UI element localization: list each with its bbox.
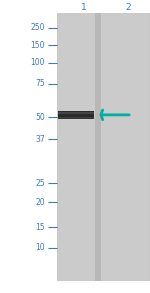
Text: 75: 75: [35, 79, 45, 88]
Bar: [58, 111, 94, 118]
Text: 20: 20: [35, 198, 45, 207]
Text: 15: 15: [35, 223, 45, 231]
Bar: [94, 13, 100, 281]
Text: 50: 50: [35, 113, 45, 122]
Text: 100: 100: [30, 59, 45, 67]
Bar: [100, 13, 149, 281]
Text: 25: 25: [35, 179, 45, 188]
Text: 250: 250: [30, 23, 45, 32]
Text: 2: 2: [125, 3, 131, 12]
Text: 37: 37: [35, 135, 45, 144]
Bar: [58, 112, 94, 114]
Text: 1: 1: [81, 3, 87, 12]
Bar: [57, 13, 150, 281]
Text: 150: 150: [30, 41, 45, 50]
Bar: [58, 13, 94, 281]
Bar: [58, 117, 94, 118]
Text: 10: 10: [35, 243, 45, 252]
